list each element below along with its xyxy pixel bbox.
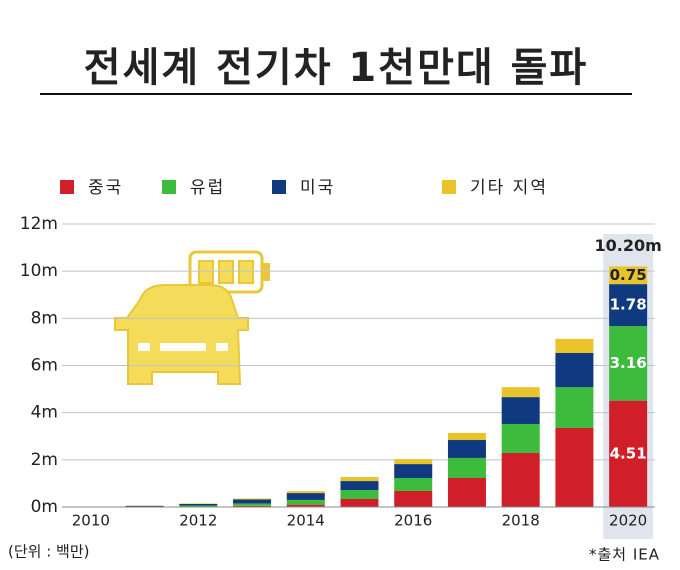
bar-segment xyxy=(394,459,433,465)
x-tick-label: 2014 xyxy=(287,512,325,530)
bar-segment xyxy=(125,505,164,507)
chart-title: 전세계 전기차 1천만대 돌파 xyxy=(84,45,588,91)
total-label: 10.20m xyxy=(594,236,661,255)
x-tick-label: 2020 xyxy=(609,512,647,530)
bar-segment xyxy=(286,493,325,500)
bar-segment xyxy=(555,387,594,428)
bar-segment xyxy=(340,490,379,499)
source-note: *출처 IEA xyxy=(589,546,660,564)
unit-note: (단위 : 백만) xyxy=(8,543,90,561)
bar-segment xyxy=(609,326,648,401)
legend-label: 미국 xyxy=(300,178,335,198)
bar-segment xyxy=(447,457,486,478)
bar-segment xyxy=(286,504,325,507)
bar-segment xyxy=(609,284,648,327)
value-label: 1.78 xyxy=(610,296,647,314)
bar-segment xyxy=(501,387,540,398)
car-icon xyxy=(114,250,270,385)
bar-segment xyxy=(340,477,379,482)
y-tick-label: 6m xyxy=(31,356,58,376)
bar-segment xyxy=(501,423,540,453)
legend-swatch xyxy=(442,180,456,194)
bar-segment xyxy=(447,432,486,441)
y-tick-label: 0m xyxy=(31,497,58,517)
bar-segment xyxy=(609,266,648,285)
legend-swatch xyxy=(60,180,74,194)
x-tick-label: 2010 xyxy=(72,512,110,530)
bar-segment xyxy=(286,491,325,494)
legend-label: 기타 지역 xyxy=(470,178,548,198)
y-tick-label: 2m xyxy=(31,450,58,470)
bar-segment xyxy=(501,397,540,424)
x-tick-label: 2018 xyxy=(502,512,540,530)
bar-segment xyxy=(179,505,218,507)
legend-swatch xyxy=(162,180,176,194)
value-label: 0.75 xyxy=(610,266,647,284)
bar-segment xyxy=(233,503,272,506)
bar-segment xyxy=(501,452,540,507)
bar-segment xyxy=(394,490,433,507)
x-tick-label: 2016 xyxy=(394,512,432,530)
bar-segment xyxy=(233,498,272,500)
bar-segment xyxy=(340,481,379,491)
legend-swatch xyxy=(272,180,286,194)
bar-segment xyxy=(394,477,433,491)
bar-segment xyxy=(609,400,648,507)
y-tick-label: 10m xyxy=(20,261,58,281)
y-tick-label: 12m xyxy=(20,214,58,234)
x-tick-label: 2012 xyxy=(179,512,217,530)
bar-segment xyxy=(394,464,433,478)
bar-segment xyxy=(179,503,218,506)
bar-segment xyxy=(233,499,272,504)
bar-segment xyxy=(233,505,272,507)
bar-segment xyxy=(555,353,594,388)
bar-segment xyxy=(447,477,486,507)
bar-segment xyxy=(340,498,379,507)
y-tick-label: 4m xyxy=(31,403,58,423)
value-label: 3.16 xyxy=(610,354,647,372)
bar-segment xyxy=(555,338,594,354)
bar-segment xyxy=(447,440,486,458)
bar-segment xyxy=(555,427,594,507)
bar-segment xyxy=(286,499,325,505)
legend-label: 중국 xyxy=(88,178,123,198)
y-tick-label: 8m xyxy=(31,308,58,328)
legend-label: 유럽 xyxy=(190,178,225,198)
value-label: 4.51 xyxy=(610,444,647,462)
